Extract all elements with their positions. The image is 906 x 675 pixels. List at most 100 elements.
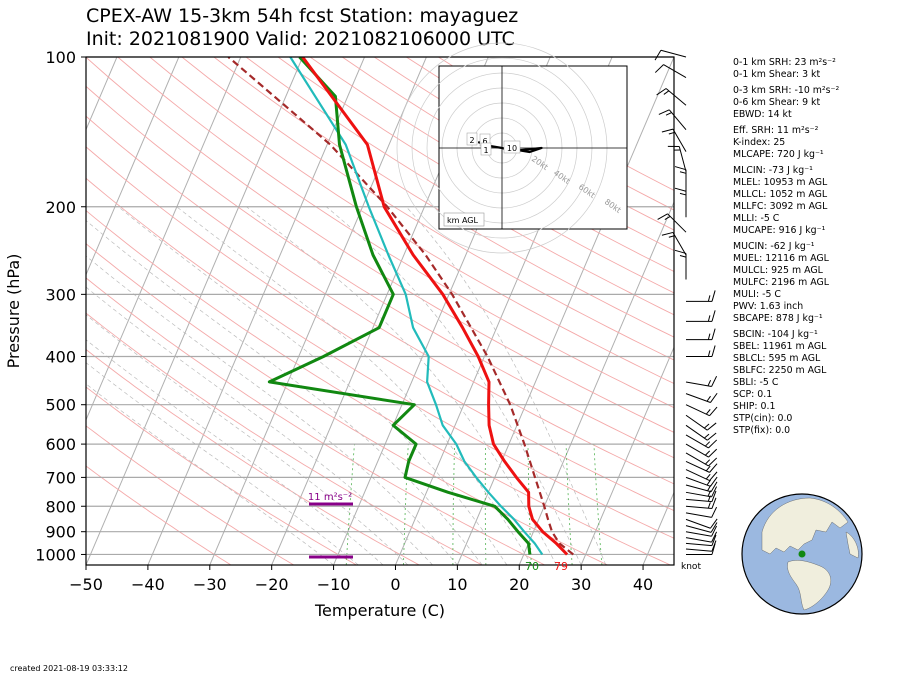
wind-barb-staff (685, 414, 708, 431)
y-tick-label: 1000 (35, 545, 76, 564)
wind-barb-flag (710, 392, 718, 403)
wind-barb (656, 88, 687, 106)
hodograph-trace (477, 141, 543, 154)
wind-barbs (654, 49, 718, 555)
dry-adiabat-line (86, 115, 674, 485)
dewpoint-profile-line (267, 57, 532, 555)
wind-barb-flag (711, 506, 718, 518)
hodograph-marker-box (466, 132, 478, 146)
dry-adiabat-line (86, 177, 674, 539)
x-tick-label: 20 (509, 575, 529, 594)
temperature-profile-line (301, 57, 569, 556)
x-tick-label: −30 (193, 575, 227, 594)
wind-barb-staff (685, 512, 712, 518)
hodograph-legend-label: km AGL (447, 216, 479, 225)
wind-barb-staff (685, 434, 709, 449)
dry-adiabat-line (181, 57, 674, 361)
wind-barb-staff (663, 64, 687, 79)
moist-adiabat-line (86, 220, 483, 565)
moist-adiabat-line (86, 339, 384, 565)
index-row: MLEL: 10953 m AGL (733, 177, 828, 188)
y-tick-label: 200 (45, 198, 76, 217)
index-row: 0-6 km Shear: 9 kt (733, 97, 821, 108)
wind-barb-staff (685, 484, 712, 493)
chart-title-line-2: Init: 2021081900 Valid: 2021082106000 UT… (86, 28, 515, 50)
wind-barb-flag (706, 422, 717, 431)
x-tick-label: −10 (317, 575, 351, 594)
index-row: MULCL: 925 m AGL (733, 265, 823, 276)
wind-barb (685, 531, 718, 543)
wind-barb-flag (709, 463, 718, 473)
dry-adiabat-line (86, 425, 294, 565)
dry-adiabat-line (86, 85, 674, 459)
wind-barb-flag (710, 522, 718, 533)
wind-barb-half-flag (679, 171, 687, 174)
wind-barb-staff (685, 469, 710, 481)
wind-barb-half-flag (703, 423, 710, 429)
index-row: SBEL: 11961 m AGL (733, 341, 827, 352)
srh-annotation: 11 m²s⁻² (308, 492, 352, 503)
wind-barb-staff (685, 393, 711, 403)
index-row: MUEL: 12116 m AGL (733, 253, 829, 264)
wind-barb-half-flag (705, 409, 711, 415)
wind-barb-half-flag (679, 192, 687, 196)
dry-adiabat-line (86, 210, 671, 565)
wind-barb-half-flag (707, 502, 711, 509)
wind-barb-half-flag (707, 350, 711, 357)
y-tick-label: 600 (45, 435, 76, 454)
index-row: SCP: 0.1 (733, 389, 773, 400)
wind-barb-half-flag (706, 395, 711, 402)
wind-barb-half-flag (705, 459, 711, 465)
wind-barb-staff (685, 505, 712, 510)
wind-barb (685, 522, 718, 533)
moist-adiabat-line (86, 362, 359, 565)
hodograph-height-marker: 6 (482, 137, 487, 146)
wind-barb (654, 64, 687, 79)
y-axis-label: Pressure (hPa) (4, 254, 23, 369)
dry-adiabat-line (149, 57, 674, 385)
index-row: MUCIN: -62 J kg⁻¹ (733, 241, 815, 252)
wind-barb (685, 476, 718, 487)
wind-barb-staff (685, 531, 712, 537)
wind-barb-flag (711, 525, 718, 537)
wind-barb-half-flag (707, 379, 712, 387)
wind-barb-flag (708, 448, 718, 458)
annotations: 11 m²s⁻² 70 79 knot (308, 492, 702, 573)
y-tick-label: 700 (45, 468, 76, 487)
wind-barb (674, 187, 687, 218)
wind-barb (661, 128, 687, 152)
wind-barb-staff (667, 213, 687, 233)
moist-adiabat-line (86, 286, 433, 565)
wind-barb-flag (661, 231, 674, 236)
dry-adiabat-line (86, 277, 545, 565)
wind-barb-half-flag (679, 255, 687, 258)
hodograph-height-marker: 2 (469, 136, 474, 145)
wind-barb-staff (685, 404, 710, 417)
y-tick-label: 500 (45, 396, 76, 415)
wind-barb-flag (656, 88, 667, 96)
index-row: 0-1 km Shear: 3 kt (733, 69, 821, 80)
wind-barb-staff (685, 460, 710, 473)
wind-barb-half-flag (705, 473, 711, 480)
wind-barb (667, 145, 687, 172)
wind-barb (685, 534, 717, 547)
wind-barb-staff (678, 146, 687, 172)
moist-adiabat-line (86, 383, 334, 565)
hodograph-legend-box (443, 212, 485, 227)
wind-barb (686, 328, 716, 341)
surface-temp-label: 79 (554, 560, 568, 573)
wind-barb (685, 540, 717, 552)
x-tick-label: 40 (633, 575, 653, 594)
wind-barb-half-flag (707, 315, 711, 322)
wind-barb (658, 109, 687, 131)
wind-barb-staff (685, 518, 711, 529)
index-row: MLLI: -5 C (733, 213, 780, 224)
x-tick-label: 30 (571, 575, 591, 594)
wind-barb-flag (674, 166, 687, 171)
x-tick-label: −20 (255, 575, 289, 594)
location-globe (741, 493, 863, 615)
chart-title-line-1: CPEX-AW 15-3km 54h fcst Station: mayague… (86, 5, 519, 27)
dry-adiabat-line (213, 57, 674, 338)
wind-barb-flag (711, 490, 717, 502)
